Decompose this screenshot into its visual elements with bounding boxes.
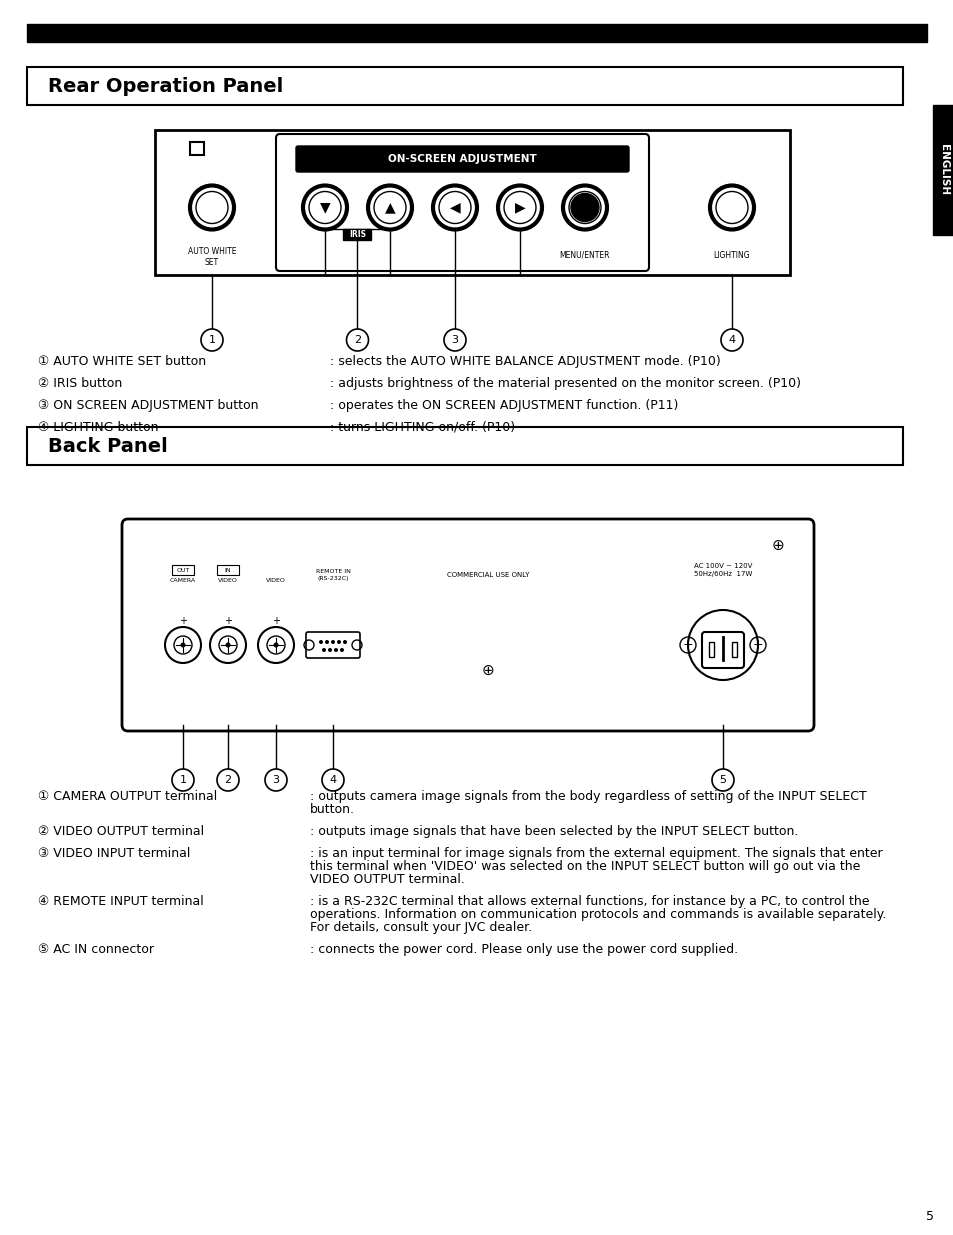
- Circle shape: [274, 642, 278, 647]
- Text: ⑤ AC IN connector: ⑤ AC IN connector: [38, 944, 153, 956]
- Bar: [731, 642, 737, 657]
- Text: ③ VIDEO INPUT terminal: ③ VIDEO INPUT terminal: [38, 847, 191, 860]
- Text: 1: 1: [179, 776, 186, 785]
- Text: ▲: ▲: [384, 200, 395, 215]
- Text: VIDEO: VIDEO: [218, 578, 237, 583]
- Circle shape: [322, 648, 326, 652]
- Text: +: +: [752, 638, 762, 652]
- FancyBboxPatch shape: [122, 519, 813, 731]
- Text: IRIS: IRIS: [349, 230, 366, 240]
- Text: 4: 4: [728, 335, 735, 345]
- Text: ① CAMERA OUTPUT terminal: ① CAMERA OUTPUT terminal: [38, 790, 217, 803]
- FancyBboxPatch shape: [295, 146, 628, 172]
- Text: 2: 2: [354, 335, 360, 345]
- Circle shape: [343, 640, 347, 643]
- Text: Rear Operation Panel: Rear Operation Panel: [48, 77, 283, 95]
- FancyBboxPatch shape: [27, 67, 902, 105]
- Circle shape: [339, 648, 344, 652]
- Text: 5: 5: [925, 1210, 933, 1224]
- Text: +: +: [224, 616, 232, 626]
- Bar: [708, 642, 713, 657]
- Text: : outputs camera image signals from the body regardless of setting of the INPUT : : outputs camera image signals from the …: [310, 790, 866, 803]
- Text: ④ REMOTE INPUT terminal: ④ REMOTE INPUT terminal: [38, 895, 204, 908]
- FancyBboxPatch shape: [216, 564, 239, 576]
- Text: OUT: OUT: [176, 568, 190, 573]
- Text: ENGLISH: ENGLISH: [938, 144, 948, 195]
- Text: 4: 4: [329, 776, 336, 785]
- FancyBboxPatch shape: [172, 564, 193, 576]
- Text: : connects the power cord. Please only use the power cord supplied.: : connects the power cord. Please only u…: [310, 944, 738, 956]
- Text: For details, consult your JVC dealer.: For details, consult your JVC dealer.: [310, 921, 532, 934]
- Text: 3: 3: [273, 776, 279, 785]
- Text: ▼: ▼: [319, 200, 330, 215]
- FancyBboxPatch shape: [27, 427, 902, 466]
- Text: IN: IN: [225, 568, 231, 573]
- Circle shape: [225, 642, 231, 647]
- Text: ▶: ▶: [515, 200, 525, 215]
- Text: : is a RS-232C terminal that allows external functions, for instance by a PC, to: : is a RS-232C terminal that allows exte…: [310, 895, 868, 908]
- Circle shape: [331, 640, 335, 643]
- Text: : outputs image signals that have been selected by the INPUT SELECT button.: : outputs image signals that have been s…: [310, 825, 798, 839]
- Text: LIGHTING: LIGHTING: [713, 251, 749, 259]
- Bar: [190, 142, 204, 156]
- Text: : turns LIGHTING on/off. (P10): : turns LIGHTING on/off. (P10): [330, 421, 515, 433]
- Text: +: +: [179, 616, 187, 626]
- Text: 2: 2: [224, 776, 232, 785]
- Text: 1: 1: [209, 335, 215, 345]
- Text: : selects the AUTO WHITE BALANCE ADJUSTMENT mode. (P10): : selects the AUTO WHITE BALANCE ADJUSTM…: [330, 354, 720, 368]
- FancyBboxPatch shape: [154, 130, 789, 275]
- Text: 3: 3: [451, 335, 458, 345]
- Bar: [27, 23, 926, 42]
- Circle shape: [571, 194, 598, 221]
- Text: VIDEO: VIDEO: [266, 578, 286, 583]
- Circle shape: [180, 642, 185, 647]
- Text: ② VIDEO OUTPUT terminal: ② VIDEO OUTPUT terminal: [38, 825, 204, 839]
- Circle shape: [318, 640, 323, 643]
- Text: : is an input terminal for image signals from the external equipment. The signal: : is an input terminal for image signals…: [310, 847, 882, 860]
- Text: button.: button.: [310, 803, 355, 816]
- Text: VIDEO OUTPUT terminal.: VIDEO OUTPUT terminal.: [310, 873, 464, 885]
- Bar: [932, 105, 953, 235]
- Text: 5: 5: [719, 776, 726, 785]
- Text: COMMERCIAL USE ONLY: COMMERCIAL USE ONLY: [446, 572, 529, 578]
- Text: ON-SCREEN ADJUSTMENT: ON-SCREEN ADJUSTMENT: [388, 154, 537, 164]
- FancyBboxPatch shape: [701, 632, 743, 668]
- Text: : adjusts brightness of the material presented on the monitor screen. (P10): : adjusts brightness of the material pre…: [330, 377, 801, 390]
- Text: AUTO WHITE
SET: AUTO WHITE SET: [188, 247, 236, 267]
- Text: CAMERA: CAMERA: [170, 578, 196, 583]
- Text: +: +: [682, 638, 693, 652]
- Text: AC 100V ~ 120V
50Hz/60Hz  17W: AC 100V ~ 120V 50Hz/60Hz 17W: [693, 563, 751, 577]
- FancyBboxPatch shape: [275, 135, 648, 270]
- Text: this terminal when 'VIDEO' was selected on the INPUT SELECT button will go out v: this terminal when 'VIDEO' was selected …: [310, 860, 860, 873]
- Text: Back Panel: Back Panel: [48, 436, 168, 456]
- Circle shape: [336, 640, 340, 643]
- FancyBboxPatch shape: [343, 228, 371, 240]
- Text: : operates the ON SCREEN ADJUSTMENT function. (P11): : operates the ON SCREEN ADJUSTMENT func…: [330, 399, 678, 412]
- Text: +: +: [272, 616, 280, 626]
- Text: REMOTE IN
(RS-232C): REMOTE IN (RS-232C): [315, 569, 350, 580]
- Text: ④ LIGHTING button: ④ LIGHTING button: [38, 421, 158, 433]
- Circle shape: [325, 640, 329, 643]
- Text: ② IRIS button: ② IRIS button: [38, 377, 122, 390]
- Text: MENU/ENTER: MENU/ENTER: [559, 251, 610, 259]
- Text: ◀: ◀: [449, 200, 460, 215]
- FancyBboxPatch shape: [306, 632, 359, 658]
- Text: ① AUTO WHITE SET button: ① AUTO WHITE SET button: [38, 354, 206, 368]
- Text: operations. Information on communication protocols and commands is available sep: operations. Information on communication…: [310, 908, 885, 921]
- Text: ③ ON SCREEN ADJUSTMENT button: ③ ON SCREEN ADJUSTMENT button: [38, 399, 258, 412]
- Text: ⊕: ⊕: [481, 662, 494, 678]
- Circle shape: [334, 648, 337, 652]
- Text: ⊕: ⊕: [771, 537, 783, 552]
- Circle shape: [328, 648, 332, 652]
